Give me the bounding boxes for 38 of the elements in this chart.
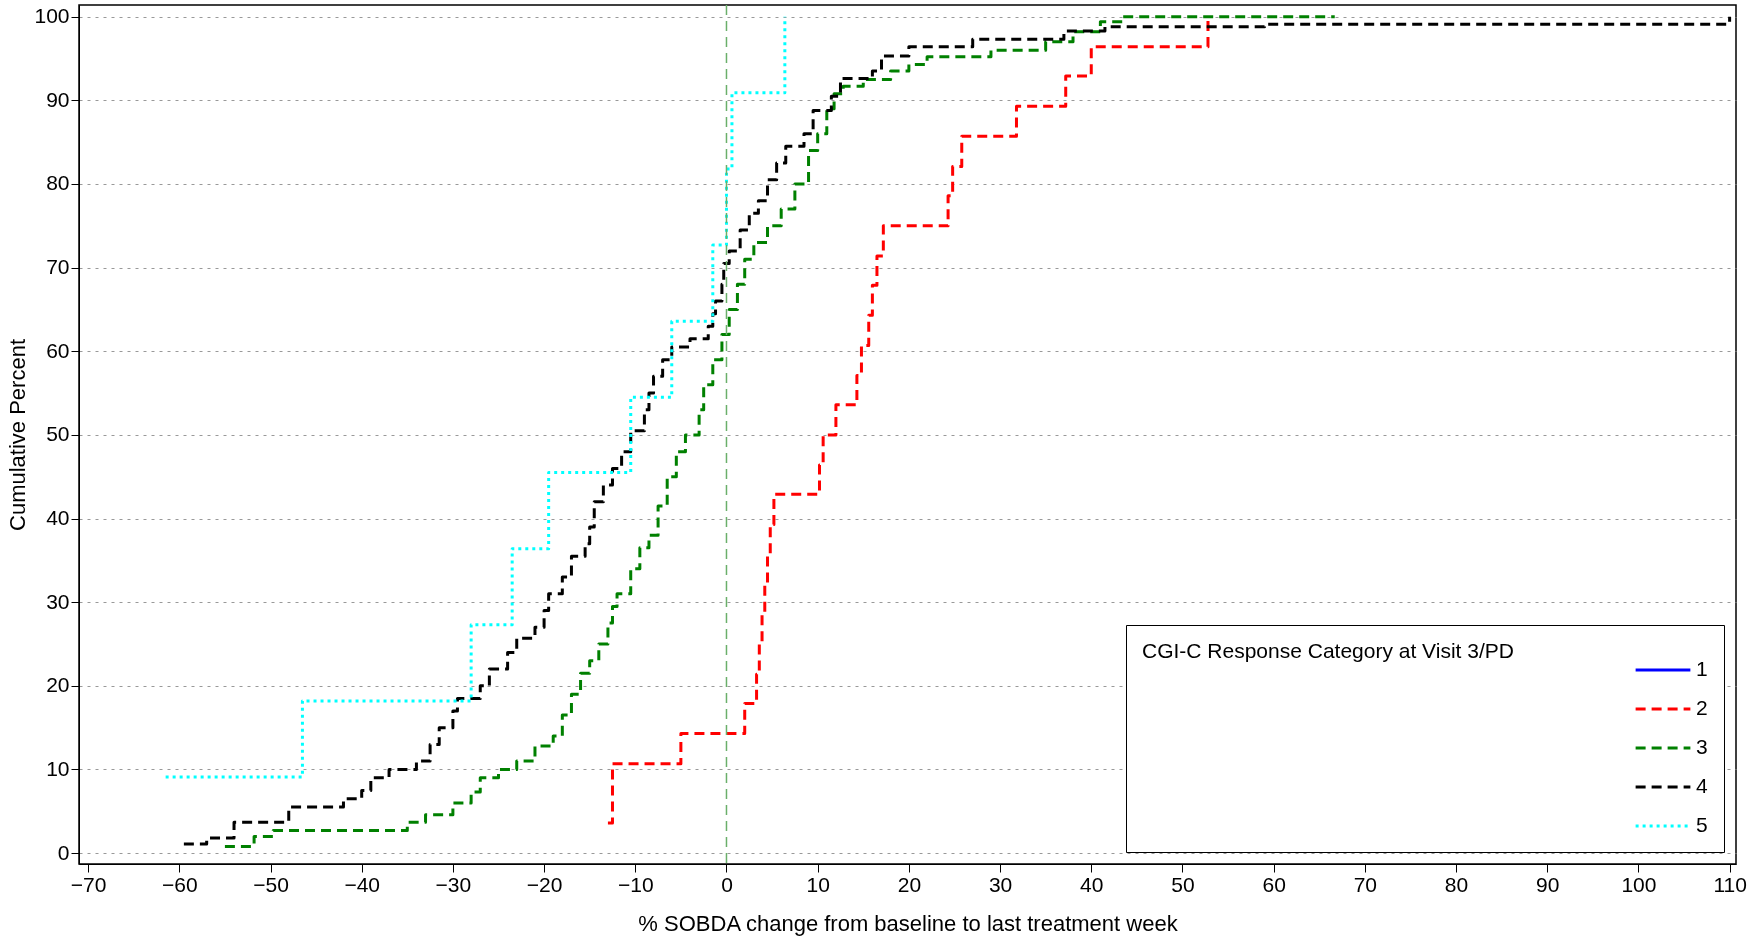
x-tick-label: −40	[344, 872, 381, 896]
y-tick-label: 10	[46, 756, 70, 780]
y-tick-label: 90	[46, 87, 70, 111]
x-tick-label: −30	[435, 872, 472, 896]
y-tick-label: 30	[46, 589, 70, 613]
x-tick-label: −50	[253, 872, 289, 896]
x-tick-label: 10	[806, 872, 830, 896]
y-tick-label: 80	[46, 171, 70, 195]
legend-title: CGI-C Response Category at Visit 3/PD	[1142, 639, 1514, 662]
x-tick-label: 70	[1353, 872, 1378, 896]
y-tick-label: 0	[57, 840, 70, 864]
y-axis-title: Cumulative Percent	[5, 339, 31, 531]
x-tick-label: −20	[526, 872, 563, 896]
x-tick-label: 100	[1621, 872, 1657, 896]
x-tick-label: 90	[1536, 872, 1560, 896]
legend-label: 3	[1696, 735, 1708, 758]
x-tick-label: 80	[1444, 872, 1469, 896]
x-axis-title: % SOBDA change from baseline to last treatment week	[638, 910, 1179, 936]
x-tick-label: 20	[897, 872, 922, 896]
x-tick-label: 60	[1262, 872, 1286, 896]
x-tick-label: 110	[1713, 872, 1747, 896]
legend-label: 5	[1696, 813, 1708, 836]
y-tick-label: 50	[46, 422, 70, 446]
x-tick-label: −10	[617, 872, 654, 896]
y-tick-label: 20	[46, 673, 70, 697]
x-tick-label: 30	[988, 872, 1013, 896]
x-tick-label: 0	[721, 872, 733, 896]
x-tick-label: −70	[70, 872, 107, 896]
y-tick-label: 40	[46, 506, 70, 530]
legend-label: 4	[1696, 774, 1708, 797]
legend-label: 2	[1696, 696, 1708, 719]
x-tick-label: 40	[1080, 872, 1104, 896]
y-tick-label: 70	[46, 255, 70, 279]
y-tick-label: 60	[46, 338, 70, 362]
y-tick-label: 100	[34, 4, 70, 28]
x-tick-label: 50	[1171, 872, 1195, 896]
legend-label: 1	[1696, 657, 1708, 680]
x-tick-label: −60	[162, 872, 198, 896]
